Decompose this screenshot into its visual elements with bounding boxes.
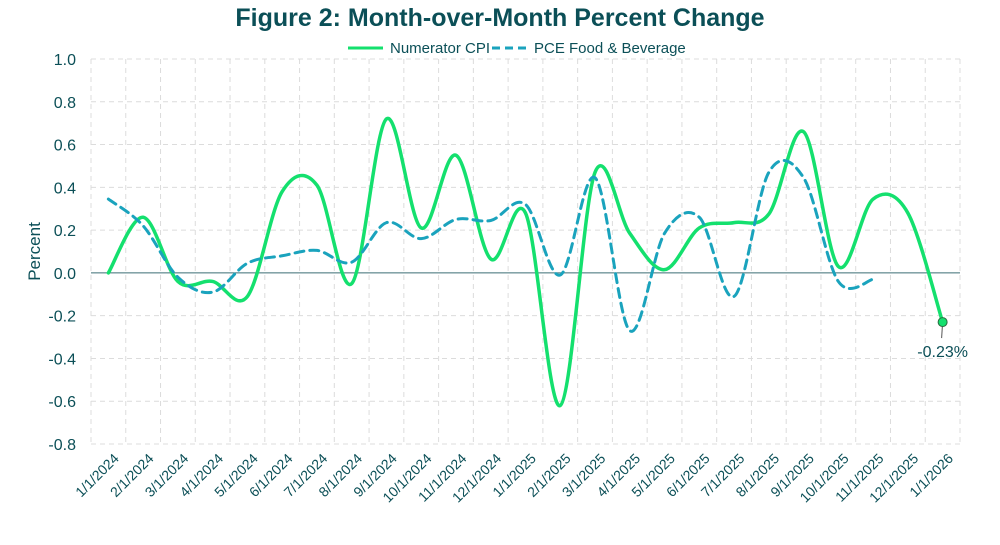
y-tick-label: -0.4 (48, 351, 76, 368)
y-axis-label: Percent (25, 222, 44, 281)
chart-title: Figure 2: Month-over-Month Percent Chang… (235, 4, 765, 32)
series-line-numerator-cpi (106, 117, 945, 408)
y-tick-label: -0.6 (48, 394, 76, 411)
series-line-pce-food-beverage (106, 159, 875, 333)
legend-label: PCE Food & Beverage (534, 40, 686, 57)
y-tick-label: 0.8 (54, 95, 76, 112)
annotation-marker (937, 317, 948, 328)
legend-label: Numerator CPI (390, 40, 490, 57)
y-tick-label: 1.0 (54, 52, 76, 69)
y-tick-label: 0.4 (54, 180, 76, 197)
annotation-label: -0.23% (917, 344, 968, 361)
y-tick-label: -0.2 (48, 309, 76, 326)
y-tick-label: -0.8 (48, 437, 76, 454)
y-tick-label: 0.2 (54, 223, 76, 240)
y-tick-label: 0.6 (54, 138, 76, 155)
y-tick-label: 0.0 (54, 266, 76, 283)
